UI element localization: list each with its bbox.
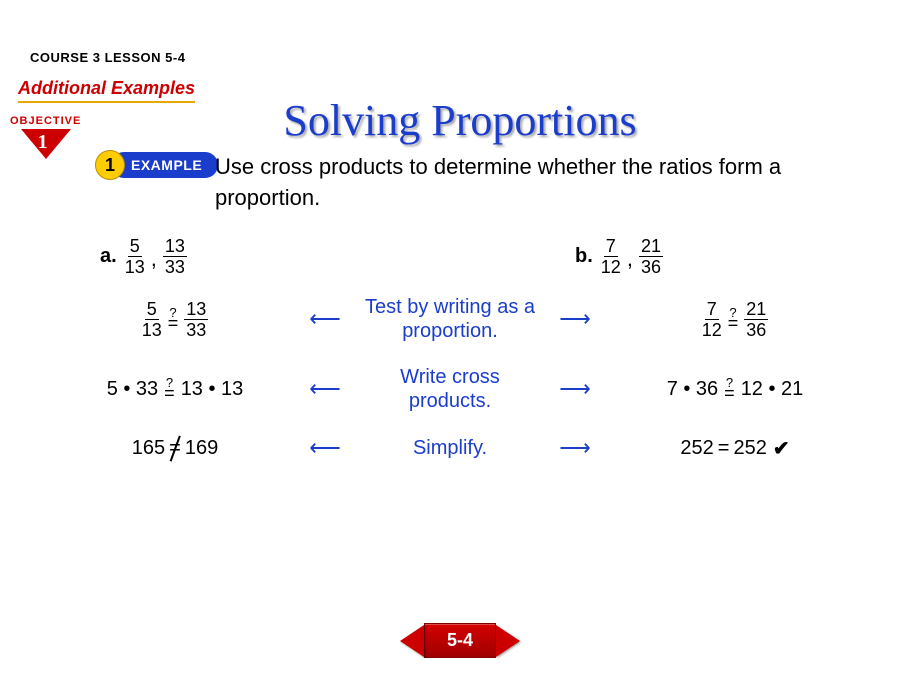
step-row-1: 513 ?= 1333 ⟵ Test by writing as a propo… bbox=[0, 295, 920, 343]
arrow-right-icon: ⟶ bbox=[540, 306, 610, 332]
check-icon: ✔ bbox=[773, 436, 790, 461]
step2-b: 7 • 36 ?= 12 • 21 bbox=[610, 378, 860, 401]
fraction: 7 12 bbox=[601, 237, 621, 276]
step3-hint: Simplify. bbox=[360, 436, 540, 460]
fraction: 13 33 bbox=[163, 237, 187, 276]
problem-a: a. 5 13 , 13 33 bbox=[100, 237, 187, 276]
page-title: Solving Proportions bbox=[0, 95, 920, 146]
step1-a: 513 ?= 1333 bbox=[60, 300, 290, 339]
step2-hint: Write cross products. bbox=[360, 365, 540, 413]
question-equals-icon: ?= bbox=[164, 378, 175, 400]
arrow-left-icon: ⟵ bbox=[290, 306, 360, 332]
work-steps: 513 ?= 1333 ⟵ Test by writing as a propo… bbox=[0, 295, 920, 483]
problem-b-label: b. bbox=[575, 245, 593, 268]
question-equals-icon: ?= bbox=[168, 308, 179, 330]
step2-a: 5 • 33 ?= 13 • 13 bbox=[60, 378, 290, 401]
arrow-right-icon: ⟶ bbox=[540, 435, 610, 461]
step1-b: 712 ?= 2136 bbox=[610, 300, 860, 339]
arrow-right-icon: ⟶ bbox=[540, 376, 610, 402]
step-row-3: 165 = 169 ⟵ Simplify. ⟶ 252 = 252 ✔ bbox=[0, 435, 920, 461]
arrow-left-icon: ⟵ bbox=[290, 376, 360, 402]
step3-b: 252 = 252 ✔ bbox=[610, 436, 860, 461]
instruction-text: Use cross products to determine whether … bbox=[215, 152, 890, 214]
not-equal-icon: = bbox=[169, 437, 181, 460]
question-equals-icon: ?= bbox=[728, 308, 739, 330]
step-row-2: 5 • 33 ?= 13 • 13 ⟵ Write cross products… bbox=[0, 365, 920, 413]
example-number-circle: 1 bbox=[95, 150, 125, 180]
nav-next-button[interactable] bbox=[496, 625, 520, 657]
course-lesson-label: COURSE 3 LESSON 5-4 bbox=[30, 50, 185, 65]
problem-b: b. 7 12 , 21 36 bbox=[575, 237, 663, 276]
nav-footer: 5-4 bbox=[400, 623, 520, 658]
problem-a-label: a. bbox=[100, 245, 117, 268]
example-badge: 1 EXAMPLE bbox=[95, 150, 218, 180]
nav-section-label[interactable]: 5-4 bbox=[424, 623, 496, 658]
arrow-left-icon: ⟵ bbox=[290, 435, 360, 461]
fraction: 21 36 bbox=[639, 237, 663, 276]
question-equals-icon: ?= bbox=[724, 378, 735, 400]
step3-a: 165 = 169 bbox=[60, 437, 290, 460]
step1-hint: Test by writing as a proportion. bbox=[360, 295, 540, 343]
nav-prev-button[interactable] bbox=[400, 625, 424, 657]
fraction: 5 13 bbox=[125, 237, 145, 276]
example-pill-label: EXAMPLE bbox=[111, 152, 218, 178]
